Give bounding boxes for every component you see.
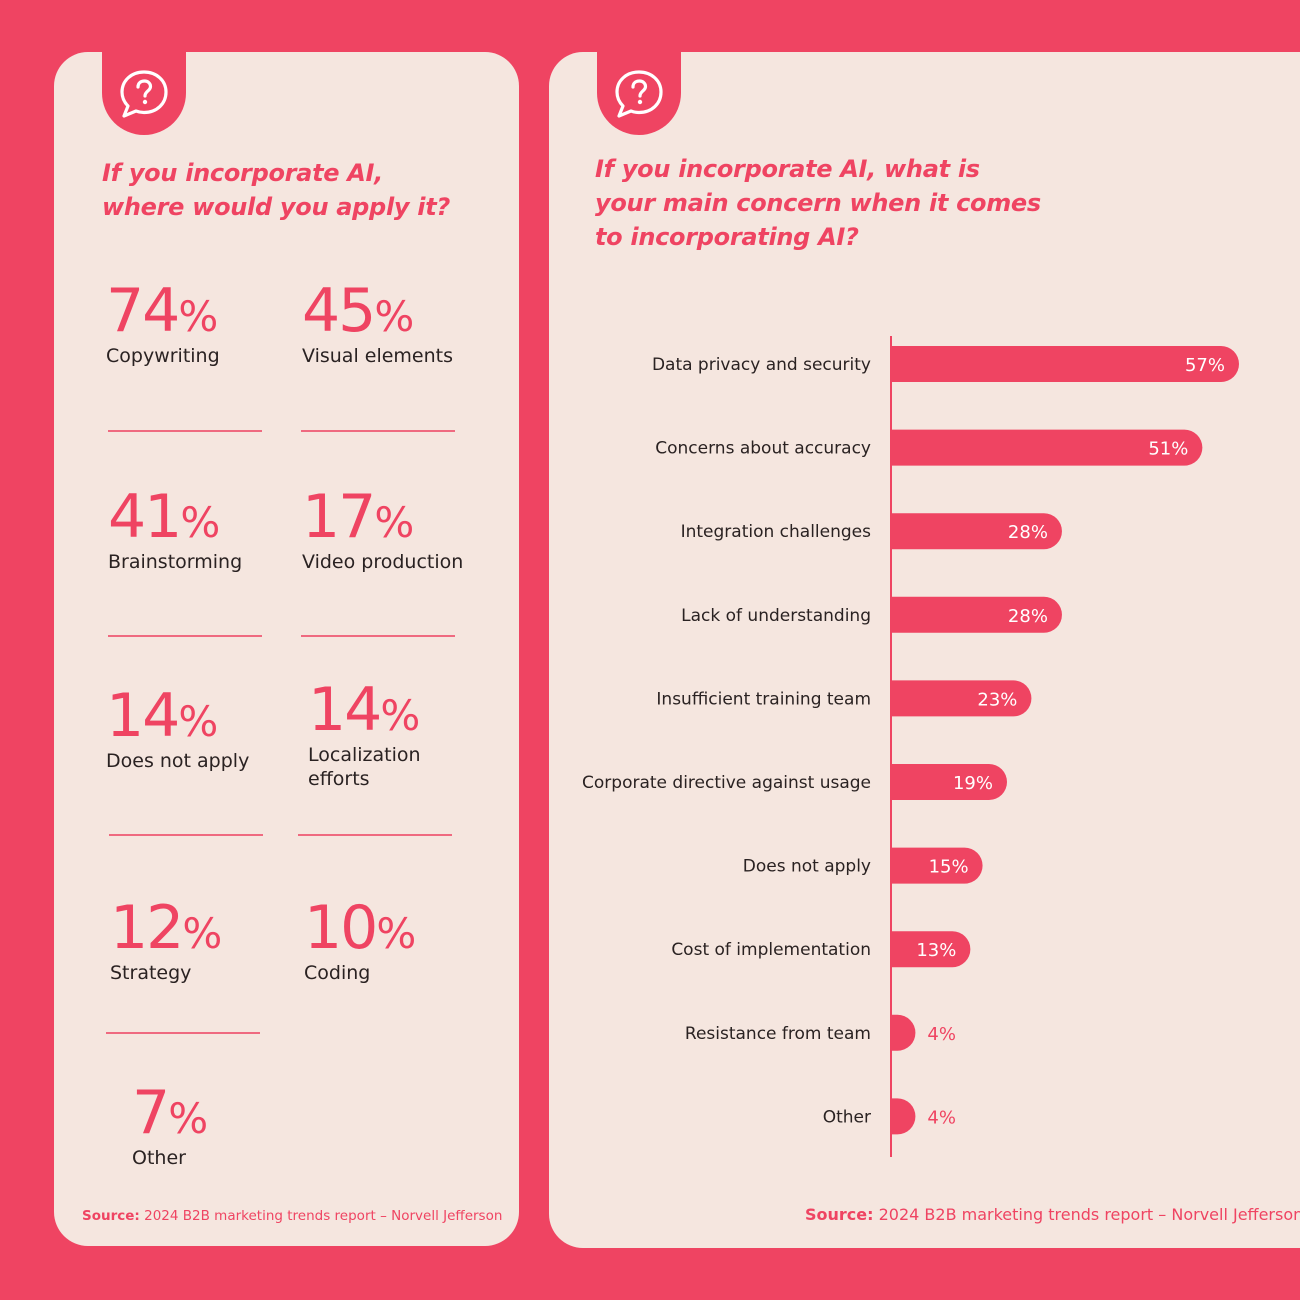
right-panel: If you incorporate AI, what is your main … bbox=[549, 52, 1300, 1248]
value-label: 57% bbox=[1185, 355, 1225, 376]
stat-label: Localization efforts bbox=[308, 744, 421, 790]
stat-value: 7% bbox=[132, 1078, 209, 1148]
bar bbox=[891, 596, 1062, 633]
stat-value: 41% bbox=[108, 482, 221, 552]
stat-value: 45% bbox=[302, 276, 415, 346]
stat-label: Strategy bbox=[110, 962, 192, 984]
question-bubble-icon bbox=[615, 70, 663, 118]
category-label: Data privacy and security bbox=[652, 355, 871, 375]
value-label: 51% bbox=[1148, 439, 1188, 460]
divider bbox=[301, 635, 455, 637]
stat-does-not-apply: 14% Does not apply bbox=[106, 685, 249, 773]
divider bbox=[108, 635, 262, 637]
bar bbox=[891, 346, 1239, 382]
category-label: Lack of understanding bbox=[681, 606, 871, 626]
stat-video-production: 17% Video production bbox=[302, 486, 463, 574]
value-label: 15% bbox=[929, 857, 969, 878]
value-label: 19% bbox=[953, 773, 993, 794]
stat-label: Does not apply bbox=[106, 750, 250, 772]
stat-strategy: 12% Strategy bbox=[110, 897, 222, 985]
question-bubble-icon bbox=[120, 70, 168, 118]
value-label: 4% bbox=[927, 1107, 956, 1128]
category-label: Other bbox=[823, 1107, 871, 1127]
bar bbox=[891, 429, 1203, 466]
source-note: Source: 2024 B2B marketing trends report… bbox=[805, 1205, 1300, 1224]
stat-label: Coding bbox=[304, 962, 371, 984]
stat-value: 14% bbox=[308, 675, 421, 745]
right-question-line-1: If you incorporate AI, what is bbox=[595, 155, 980, 183]
divider bbox=[106, 1032, 260, 1034]
right-question-line-2: your main concern when it comes bbox=[595, 189, 1041, 217]
source-text: 2024 B2B marketing trends report – Norve… bbox=[139, 1208, 503, 1224]
value-label: 4% bbox=[927, 1024, 956, 1045]
source-note: Source: 2024 B2B marketing trends report… bbox=[82, 1208, 502, 1224]
bar bbox=[891, 680, 1032, 717]
stat-value: 74% bbox=[106, 276, 219, 346]
category-label: Does not apply bbox=[743, 857, 871, 877]
bar bbox=[891, 1014, 916, 1051]
stat-brainstorming: 41% Brainstorming bbox=[108, 486, 242, 574]
stat-copywriting: 74% Copywriting bbox=[106, 280, 220, 368]
stat-label: Other bbox=[132, 1147, 186, 1169]
stat-value: 17% bbox=[302, 482, 415, 552]
stat-visual-elements: 45% Visual elements bbox=[302, 280, 453, 368]
question-tab bbox=[597, 52, 681, 135]
concerns-bar-chart: Data privacy and security 57% Concerns abo… bbox=[582, 336, 1239, 1157]
stat-coding: 10% Coding bbox=[304, 897, 416, 985]
value-label: 23% bbox=[977, 689, 1017, 710]
divider bbox=[301, 430, 455, 432]
source-text: 2024 B2B marketing trends report – Norve… bbox=[873, 1205, 1300, 1224]
right-question-line-3: to incorporating AI? bbox=[595, 223, 859, 251]
category-label: Integration challenges bbox=[681, 522, 872, 542]
source-prefix: Source: bbox=[82, 1208, 140, 1224]
stat-label: Visual elements bbox=[302, 345, 454, 367]
stat-localization-efforts: 14% Localization efforts bbox=[308, 679, 421, 791]
bar bbox=[891, 764, 1007, 800]
stat-value: 14% bbox=[106, 681, 219, 751]
category-label: Resistance from team bbox=[685, 1024, 871, 1044]
divider bbox=[108, 430, 262, 432]
divider bbox=[298, 834, 452, 836]
bar bbox=[891, 847, 983, 884]
stat-other: 7% Other bbox=[132, 1082, 208, 1170]
stat-label: Copywriting bbox=[106, 345, 220, 367]
category-label: Corporate directive against usage bbox=[582, 773, 871, 793]
right-question-title: If you incorporate AI, what is your main … bbox=[595, 152, 1065, 254]
value-label: 28% bbox=[1008, 522, 1048, 543]
left-question-title: If you incorporate AI, where would you ap… bbox=[102, 156, 482, 224]
stat-label: Brainstorming bbox=[108, 551, 243, 573]
bar bbox=[891, 513, 1062, 550]
bar bbox=[891, 1098, 916, 1135]
bar bbox=[891, 931, 971, 968]
value-label: 28% bbox=[1008, 606, 1048, 627]
question-tab bbox=[102, 52, 186, 135]
category-label: Cost of implementation bbox=[671, 940, 871, 960]
value-label: 13% bbox=[916, 940, 956, 961]
divider bbox=[109, 834, 263, 836]
category-label: Concerns about accuracy bbox=[655, 439, 871, 459]
left-panel: If you incorporate AI, where would you ap… bbox=[54, 52, 519, 1246]
category-label: Insufficient training team bbox=[656, 689, 871, 709]
left-question-line-2: where would you apply it? bbox=[102, 193, 450, 221]
stat-value: 10% bbox=[304, 893, 417, 963]
left-question-line-1: If you incorporate AI, bbox=[102, 159, 383, 187]
stat-value: 12% bbox=[110, 893, 223, 963]
stat-label: Video production bbox=[302, 551, 464, 573]
source-prefix: Source: bbox=[805, 1205, 874, 1224]
